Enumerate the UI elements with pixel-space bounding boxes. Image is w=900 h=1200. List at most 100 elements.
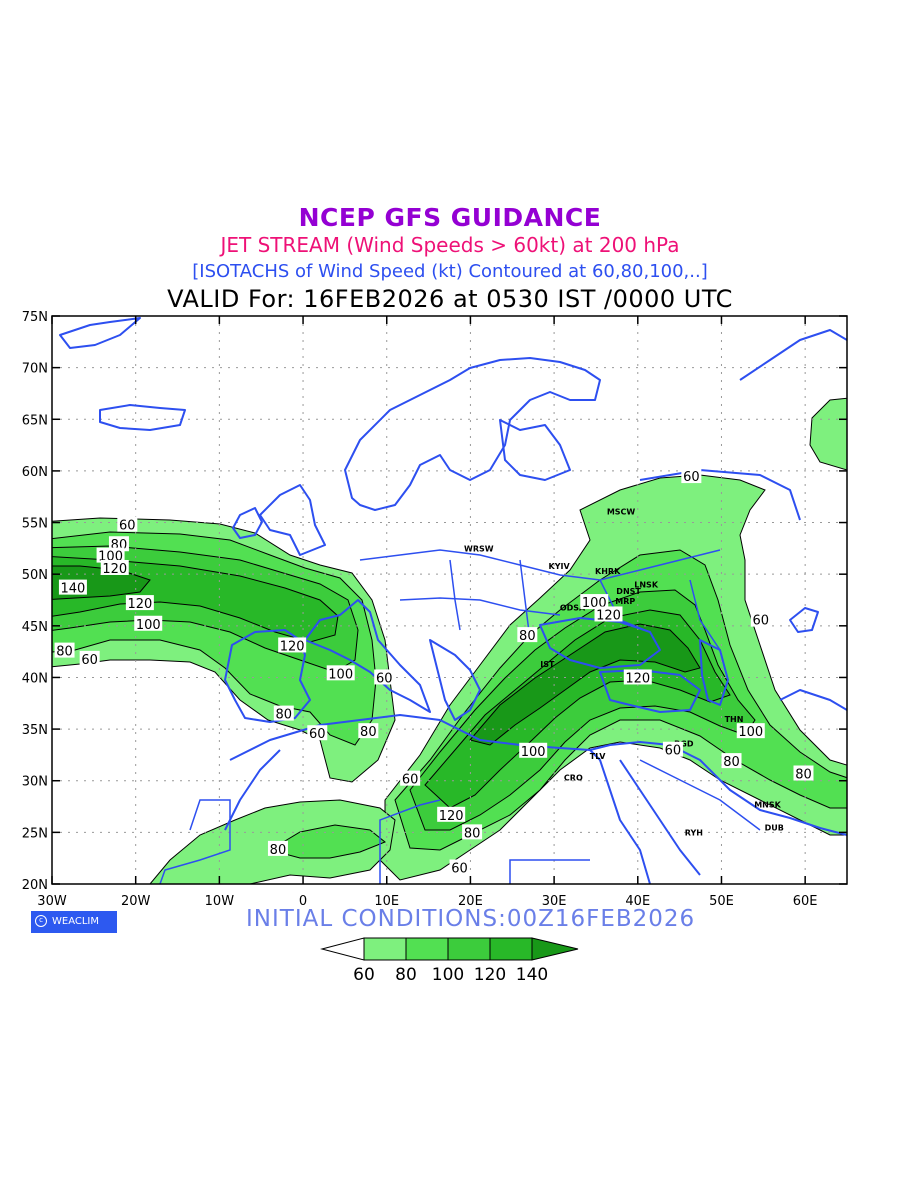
longitude-axis: 30W 20W 10W 0 10E 20E 30E 40E 50E 60E xyxy=(37,894,817,909)
latitude-axis: 20N 25N 30N 35N 40N 45N 50N 55N 60N 65N 70N 75N xyxy=(22,310,48,893)
axis-ticks xyxy=(51,315,847,885)
contour-label-text: 100 xyxy=(328,667,353,682)
contour-label: 80 xyxy=(267,840,288,858)
city-label: DUB xyxy=(765,823,784,832)
jet-africa-80 xyxy=(268,824,386,859)
contour-label-text: 80 xyxy=(519,629,536,644)
brand-logo-icon: c xyxy=(35,915,47,927)
contour-label-bg xyxy=(623,669,652,685)
legend-arrow-high xyxy=(531,937,579,961)
city-label: DNST xyxy=(616,587,641,596)
contour-label: 100 xyxy=(326,665,355,682)
contour-label: 60 xyxy=(374,669,395,686)
lon-tick-label: 0 xyxy=(299,894,307,909)
contour-label-bg xyxy=(358,723,379,739)
contour-label-text: 80 xyxy=(464,826,481,841)
legend-labels: 60 80 100 120 140 xyxy=(353,965,548,985)
lat-tick-label: 65N xyxy=(22,413,48,428)
contour-label-bg xyxy=(79,650,100,666)
contour-label-text: 60 xyxy=(753,614,770,629)
contour-label-bg xyxy=(134,615,163,631)
city-label: CRO xyxy=(564,774,583,783)
city-label: ODSA xyxy=(560,603,586,612)
city-label: LNSK xyxy=(634,581,659,590)
lat-tick-label: 60N xyxy=(22,465,48,480)
city-label: KHRK xyxy=(595,567,621,576)
lon-tick-label: 30E xyxy=(542,894,567,909)
contour-label-text: 120 xyxy=(280,639,305,654)
contour-label: 80 xyxy=(517,627,538,644)
title-jet-stream: JET STREAM (Wind Speeds > 60kt) at 200 h… xyxy=(220,233,680,257)
lon-tick-label: 20E xyxy=(458,894,483,909)
brand-badge: c WEACLIM xyxy=(31,911,117,933)
title-valid-time: VALID For: 16FEB2026 at 0530 IST /0000 U… xyxy=(167,285,733,313)
city-label: KYIV xyxy=(549,562,571,571)
contour-label-bg xyxy=(449,859,470,875)
contour-label-bg xyxy=(462,824,483,840)
contour-label: 120 xyxy=(100,559,129,577)
contour-label: 80 xyxy=(358,723,379,740)
contour-label-bg xyxy=(278,637,307,653)
contour-label: 80 xyxy=(721,753,742,770)
contour-label-bg xyxy=(117,516,138,532)
contour-label: 100 xyxy=(736,723,765,740)
lat-tick-label: 50N xyxy=(22,568,48,583)
legend-arrow-low xyxy=(320,937,365,961)
legend-swatch-120 xyxy=(489,937,533,961)
lon-tick-label: 60E xyxy=(793,894,818,909)
contour-label-bg xyxy=(517,627,538,643)
contour-label-text: 100 xyxy=(521,745,546,760)
contour-label: 80 xyxy=(273,705,294,723)
contour-label: 60 xyxy=(400,770,421,788)
contour-label-text: 80 xyxy=(723,755,740,770)
contour-label-bg xyxy=(721,753,742,769)
contour-label-bg xyxy=(125,595,154,611)
contour-label-text: 60 xyxy=(683,470,700,485)
contour-label-bg xyxy=(793,765,814,781)
contour-label-text: 120 xyxy=(596,608,621,623)
city-label: BGD xyxy=(674,740,694,749)
city-label: IST xyxy=(540,660,555,669)
lon-tick-label: 40E xyxy=(625,894,650,909)
lon-tick-label: 20W xyxy=(121,894,151,909)
lat-tick-label: 55N xyxy=(22,517,48,532)
contour-label-text: 60 xyxy=(665,744,682,759)
brand-label: WEACLIM xyxy=(52,916,100,927)
contour-label: 60 xyxy=(681,468,702,485)
map-frame xyxy=(51,315,848,885)
contour-label-bg xyxy=(736,723,765,739)
legend-label: 60 xyxy=(353,965,375,985)
lon-tick-label: 10W xyxy=(205,894,235,909)
color-legend: 60 80 100 120 140 xyxy=(320,937,579,985)
legend-label: 80 xyxy=(395,965,417,985)
contour-label-bg xyxy=(662,741,683,757)
city-label: RYH xyxy=(685,828,703,837)
lat-tick-label: 75N xyxy=(22,310,48,325)
contour-label-bg xyxy=(54,642,75,658)
title-guidance: NCEP GFS GUIDANCE xyxy=(298,203,602,232)
contour-label: 60 xyxy=(750,611,771,629)
contour-label-text: 80 xyxy=(270,843,287,858)
contour-label: 60 xyxy=(307,725,328,742)
lat-tick-label: 45N xyxy=(22,620,48,635)
contour-label-text: 140 xyxy=(61,582,86,597)
contour-label: 60 xyxy=(662,741,683,759)
lat-tick-label: 70N xyxy=(22,362,48,377)
lon-tick-label: 30W xyxy=(37,894,67,909)
initial-conditions: INITIAL CONDITIONS:00Z16FEB2026 xyxy=(246,906,696,932)
contour-label-bg xyxy=(267,840,288,856)
contour-label: 100 xyxy=(134,615,163,633)
lon-tick-label: 10E xyxy=(374,894,399,909)
contour-label: 80 xyxy=(793,765,814,782)
lat-tick-label: 20N xyxy=(22,878,48,893)
title-isotachs: [ISOTACHS of Wind Speed (kt) Contoured a… xyxy=(192,261,708,282)
city-label: WRSW xyxy=(464,544,494,553)
legend-swatch-80 xyxy=(405,937,449,961)
contour-label-bg xyxy=(437,806,466,822)
contour-label-bg xyxy=(750,611,771,627)
contour-label: 140 xyxy=(58,579,87,597)
legend-label: 120 xyxy=(474,965,506,985)
legend-swatch-60 xyxy=(363,937,407,961)
